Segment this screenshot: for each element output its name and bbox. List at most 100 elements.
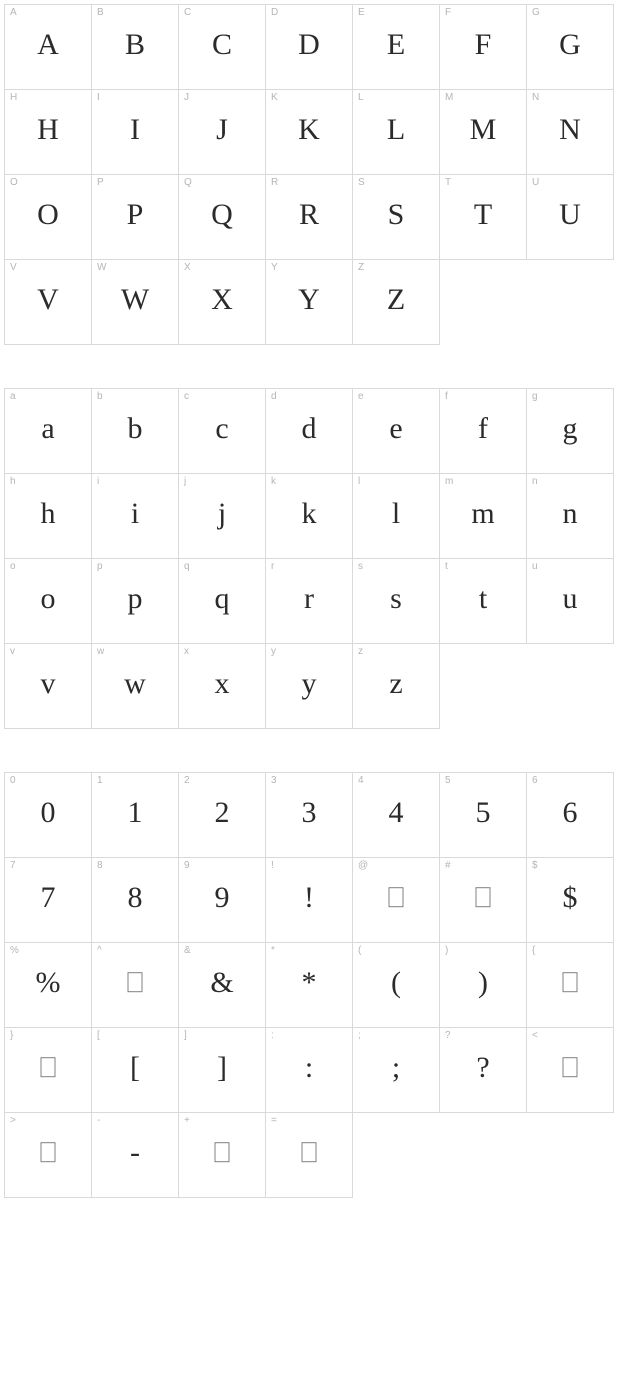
glyph-cell[interactable]: JJ <box>178 89 266 175</box>
glyph-cell[interactable]: XX <box>178 259 266 345</box>
glyph-cell[interactable]: 77 <box>4 857 92 943</box>
glyph-cell[interactable]: GG <box>526 4 614 90</box>
glyph-cell[interactable]: AA <box>4 4 92 90</box>
glyph-cell[interactable]: 44 <box>352 772 440 858</box>
glyph-cell-label: m <box>445 477 453 487</box>
glyph-cell-glyph: e <box>389 414 402 444</box>
glyph-cell[interactable]: 33 <box>265 772 353 858</box>
glyph-cell[interactable]: ff <box>439 388 527 474</box>
glyph-cell[interactable]: OO <box>4 174 92 260</box>
glyph-cell[interactable]: HH <box>4 89 92 175</box>
glyph-cell[interactable]: MM <box>439 89 527 175</box>
glyph-cell-glyph: M <box>470 115 497 145</box>
missing-glyph-icon <box>41 1142 56 1162</box>
glyph-cell[interactable]: ;; <box>352 1027 440 1113</box>
glyph-cell-label: v <box>10 647 15 657</box>
glyph-cell-glyph: 3 <box>302 798 317 828</box>
glyph-cell[interactable]: QQ <box>178 174 266 260</box>
glyph-cell[interactable]: ww <box>91 643 179 729</box>
glyph-cell[interactable]: YY <box>265 259 353 345</box>
glyph-cell[interactable]: ]] <box>178 1027 266 1113</box>
glyph-cell[interactable]: %% <box>4 942 92 1028</box>
glyph-cell[interactable]: aa <box>4 388 92 474</box>
glyph-cell[interactable]: WW <box>91 259 179 345</box>
glyph-cell[interactable]: hh <box>4 473 92 559</box>
glyph-cell-glyph: V <box>37 285 59 315</box>
glyph-cell[interactable]: gg <box>526 388 614 474</box>
glyph-cell[interactable]: KK <box>265 89 353 175</box>
glyph-cell-label: s <box>358 562 363 572</box>
glyph-cell[interactable]: EE <box>352 4 440 90</box>
glyph-cell[interactable]: 55 <box>439 772 527 858</box>
glyph-cell-glyph: R <box>299 200 319 230</box>
glyph-cell[interactable]: !! <box>265 857 353 943</box>
glyph-cell[interactable]: xx <box>178 643 266 729</box>
glyph-cell[interactable]: -- <box>91 1112 179 1198</box>
glyph-cell[interactable]: nn <box>526 473 614 559</box>
glyph-cell-glyph: H <box>37 115 59 145</box>
glyph-cell[interactable]: ii <box>91 473 179 559</box>
glyph-cell[interactable]: kk <box>265 473 353 559</box>
glyph-cell[interactable]: BB <box>91 4 179 90</box>
glyph-cell[interactable]: { <box>526 942 614 1028</box>
glyph-cell[interactable]: 11 <box>91 772 179 858</box>
glyph-cell[interactable]: 22 <box>178 772 266 858</box>
glyph-cell[interactable]: < <box>526 1027 614 1113</box>
glyph-cell[interactable]: ee <box>352 388 440 474</box>
glyph-cell[interactable]: TT <box>439 174 527 260</box>
glyph-cell-glyph: E <box>387 30 405 60</box>
glyph-cell[interactable]: uu <box>526 558 614 644</box>
glyph-cell[interactable]: dd <box>265 388 353 474</box>
glyph-cell-glyph: J <box>216 115 228 145</box>
glyph-cell[interactable]: + <box>178 1112 266 1198</box>
glyph-cell-glyph: t <box>479 584 487 614</box>
glyph-cell[interactable]: mm <box>439 473 527 559</box>
glyph-cell[interactable]: pp <box>91 558 179 644</box>
glyph-cell[interactable]: 88 <box>91 857 179 943</box>
glyph-cell[interactable]: CC <box>178 4 266 90</box>
glyph-cell[interactable]: :: <box>265 1027 353 1113</box>
glyph-cell[interactable]: ll <box>352 473 440 559</box>
glyph-cell[interactable]: vv <box>4 643 92 729</box>
glyph-cell[interactable]: # <box>439 857 527 943</box>
glyph-cell[interactable]: jj <box>178 473 266 559</box>
glyph-cell[interactable]: > <box>4 1112 92 1198</box>
glyph-cell[interactable]: zz <box>352 643 440 729</box>
glyph-cell[interactable]: ?? <box>439 1027 527 1113</box>
glyph-cell[interactable]: ZZ <box>352 259 440 345</box>
glyph-cell[interactable]: 00 <box>4 772 92 858</box>
glyph-cell[interactable]: tt <box>439 558 527 644</box>
glyph-cell[interactable]: LL <box>352 89 440 175</box>
glyph-cell[interactable]: NN <box>526 89 614 175</box>
glyph-cell[interactable]: ss <box>352 558 440 644</box>
glyph-cell[interactable]: UU <box>526 174 614 260</box>
glyph-cell[interactable]: VV <box>4 259 92 345</box>
glyph-cell[interactable]: (( <box>352 942 440 1028</box>
glyph-cell[interactable]: )) <box>439 942 527 1028</box>
glyph-cell[interactable]: SS <box>352 174 440 260</box>
glyph-cell[interactable]: PP <box>91 174 179 260</box>
glyph-cell[interactable]: ** <box>265 942 353 1028</box>
glyph-cell-glyph <box>563 968 578 998</box>
glyph-cell[interactable]: && <box>178 942 266 1028</box>
glyph-cell[interactable]: 99 <box>178 857 266 943</box>
glyph-cell[interactable]: = <box>265 1112 353 1198</box>
glyph-cell[interactable]: FF <box>439 4 527 90</box>
glyph-cell[interactable]: RR <box>265 174 353 260</box>
glyph-cell-glyph <box>41 1053 56 1083</box>
glyph-cell[interactable]: yy <box>265 643 353 729</box>
glyph-cell[interactable]: $$ <box>526 857 614 943</box>
glyph-cell[interactable]: ^ <box>91 942 179 1028</box>
glyph-cell[interactable]: oo <box>4 558 92 644</box>
glyph-cell[interactable]: II <box>91 89 179 175</box>
glyph-cell[interactable]: DD <box>265 4 353 90</box>
glyph-cell[interactable]: [[ <box>91 1027 179 1113</box>
glyph-cell[interactable]: 66 <box>526 772 614 858</box>
glyph-cell[interactable]: rr <box>265 558 353 644</box>
glyph-cell[interactable]: bb <box>91 388 179 474</box>
glyph-cell[interactable]: } <box>4 1027 92 1113</box>
glyph-cell[interactable]: @ <box>352 857 440 943</box>
glyph-cell-label: J <box>184 93 189 103</box>
glyph-cell[interactable]: qq <box>178 558 266 644</box>
glyph-cell[interactable]: cc <box>178 388 266 474</box>
